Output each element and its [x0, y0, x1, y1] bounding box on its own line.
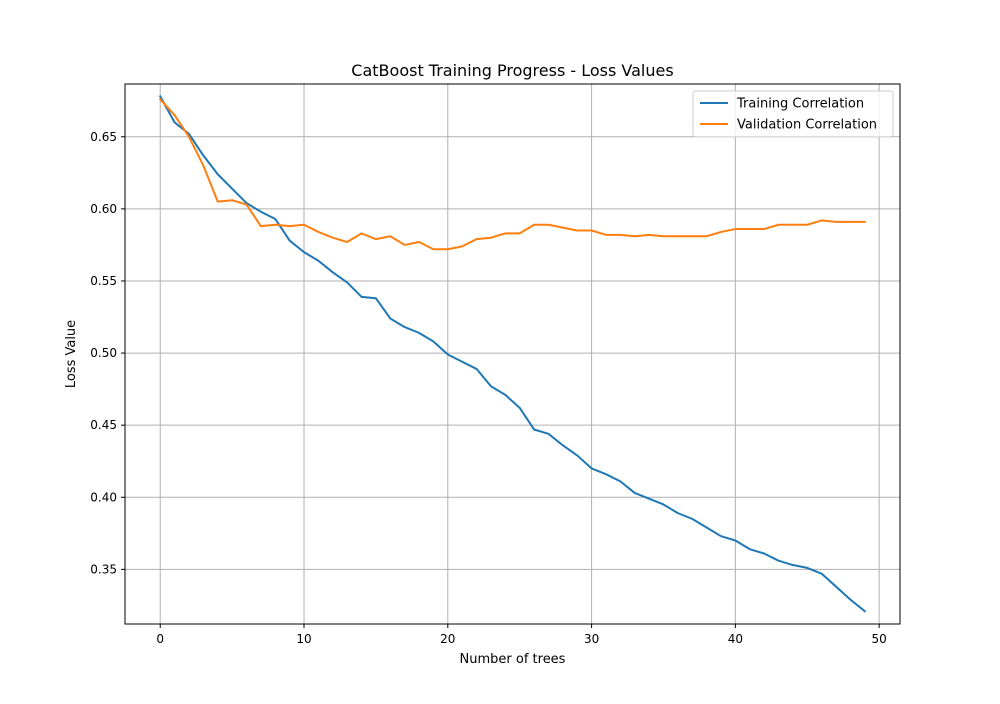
series-lines: [158, 95, 867, 613]
x-tick-label: 10: [296, 632, 311, 646]
legend-label-training: Training Correlation: [736, 97, 864, 112]
y-tick-label: 0.35: [90, 562, 117, 576]
x-tick-label: 30: [584, 632, 599, 646]
legend: Training Correlation Validation Correlat…: [692, 90, 894, 138]
chart-title: CatBoost Training Progress - Loss Values: [351, 61, 673, 80]
y-tick-label: 0.55: [90, 274, 117, 288]
y-tick-label: 0.60: [90, 202, 117, 216]
series-line-training: [158, 95, 867, 613]
x-tick-label: 20: [440, 632, 455, 646]
series-line-validation: [158, 97, 866, 251]
x-tick-label: 0: [156, 632, 164, 646]
x-tick-label: 40: [728, 632, 743, 646]
y-tick-label: 0.40: [90, 490, 117, 504]
plot-frame: [124, 83, 901, 625]
x-axis-label: Number of trees: [460, 652, 566, 667]
y-tick-label: 0.65: [90, 130, 117, 144]
y-tick-label: 0.50: [90, 346, 117, 360]
axis-ticks: 0 10 20 30 40 50 0.35 0.40 0.45 0.50 0.55 0.60 0.65: [90, 130, 887, 646]
x-tick-label: 50: [872, 632, 887, 646]
legend-label-validation: Validation Correlation: [737, 118, 877, 133]
y-axis-label: Loss Value: [64, 320, 79, 388]
y-tick-label: 0.45: [90, 418, 117, 432]
legend-box: [692, 90, 894, 138]
